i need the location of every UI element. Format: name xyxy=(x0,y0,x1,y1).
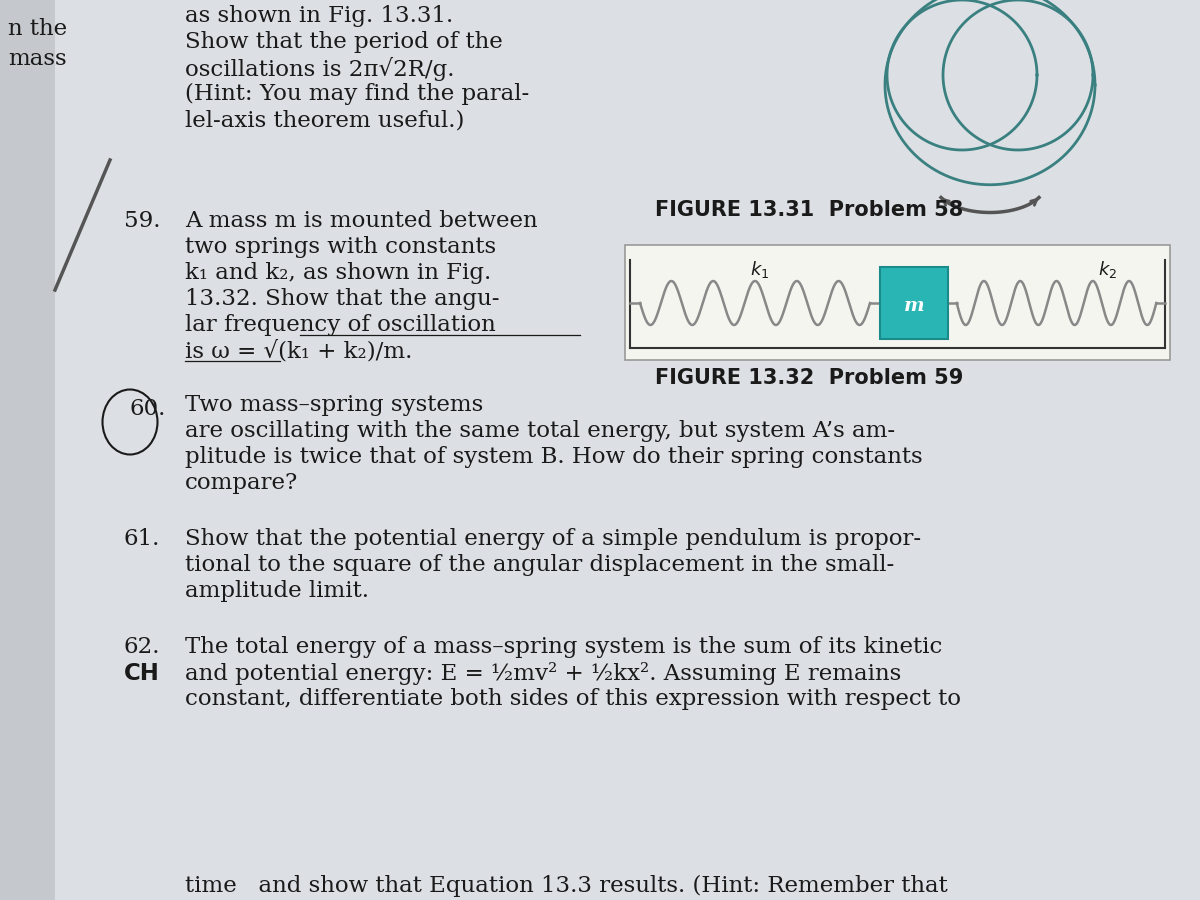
Text: Two mass–spring systems: Two mass–spring systems xyxy=(185,394,484,416)
Text: FIGURE 13.31  Problem 58: FIGURE 13.31 Problem 58 xyxy=(655,200,964,220)
Text: $k_2$: $k_2$ xyxy=(1098,259,1117,280)
Text: FIGURE 13.32  Problem 59: FIGURE 13.32 Problem 59 xyxy=(655,368,964,388)
Text: compare?: compare? xyxy=(185,472,299,494)
Text: The total energy of a mass–spring system is the sum of its kinetic: The total energy of a mass–spring system… xyxy=(185,636,942,658)
Text: k₁ and k₂, as shown in Fig.: k₁ and k₂, as shown in Fig. xyxy=(185,262,491,284)
Text: Show that the potential energy of a simple pendulum is propor-: Show that the potential energy of a simp… xyxy=(185,528,922,550)
Text: amplitude limit.: amplitude limit. xyxy=(185,580,370,602)
Text: Show that the period of the: Show that the period of the xyxy=(185,31,503,53)
Text: (Hint: You may find the paral-: (Hint: You may find the paral- xyxy=(185,83,529,105)
Text: as shown in Fig. 13.31.: as shown in Fig. 13.31. xyxy=(185,5,454,27)
Text: 62.: 62. xyxy=(124,636,160,658)
Text: plitude is twice that of system B. How do their spring constants: plitude is twice that of system B. How d… xyxy=(185,446,923,468)
Text: are oscillating with the same total energy, but system A’s am-: are oscillating with the same total ener… xyxy=(185,420,895,442)
Text: oscillations is 2π√2R/g.: oscillations is 2π√2R/g. xyxy=(185,57,455,81)
Bar xyxy=(0,0,55,900)
Text: m: m xyxy=(904,297,924,315)
Bar xyxy=(880,267,948,339)
Text: 13.32. Show that the angu-: 13.32. Show that the angu- xyxy=(185,288,499,310)
Text: 61.: 61. xyxy=(124,528,160,550)
Text: lar frequency of oscillation: lar frequency of oscillation xyxy=(185,314,496,336)
Text: tional to the square of the angular displacement in the small-: tional to the square of the angular disp… xyxy=(185,554,894,576)
Text: is ω = √(k₁ + k₂)/m.: is ω = √(k₁ + k₂)/m. xyxy=(185,340,413,363)
Bar xyxy=(625,245,1170,360)
Text: 59.: 59. xyxy=(124,210,160,232)
Text: $k_1$: $k_1$ xyxy=(750,259,769,280)
Text: time   and show that Equation 13.3 results. (Hint: Remember that: time and show that Equation 13.3 results… xyxy=(185,875,948,897)
Text: 60.: 60. xyxy=(130,398,166,420)
Text: two springs with constants: two springs with constants xyxy=(185,236,496,258)
Text: and potential energy: E = ½mv² + ½kx². Assuming E remains: and potential energy: E = ½mv² + ½kx². A… xyxy=(185,662,901,685)
Text: mass: mass xyxy=(8,48,67,70)
Text: CH: CH xyxy=(124,662,160,685)
Text: n the: n the xyxy=(8,18,67,40)
Text: lel-axis theorem useful.): lel-axis theorem useful.) xyxy=(185,109,464,131)
Text: A mass m is mounted between: A mass m is mounted between xyxy=(185,210,538,232)
Text: constant, differentiate both sides of this expression with respect to: constant, differentiate both sides of th… xyxy=(185,688,961,710)
